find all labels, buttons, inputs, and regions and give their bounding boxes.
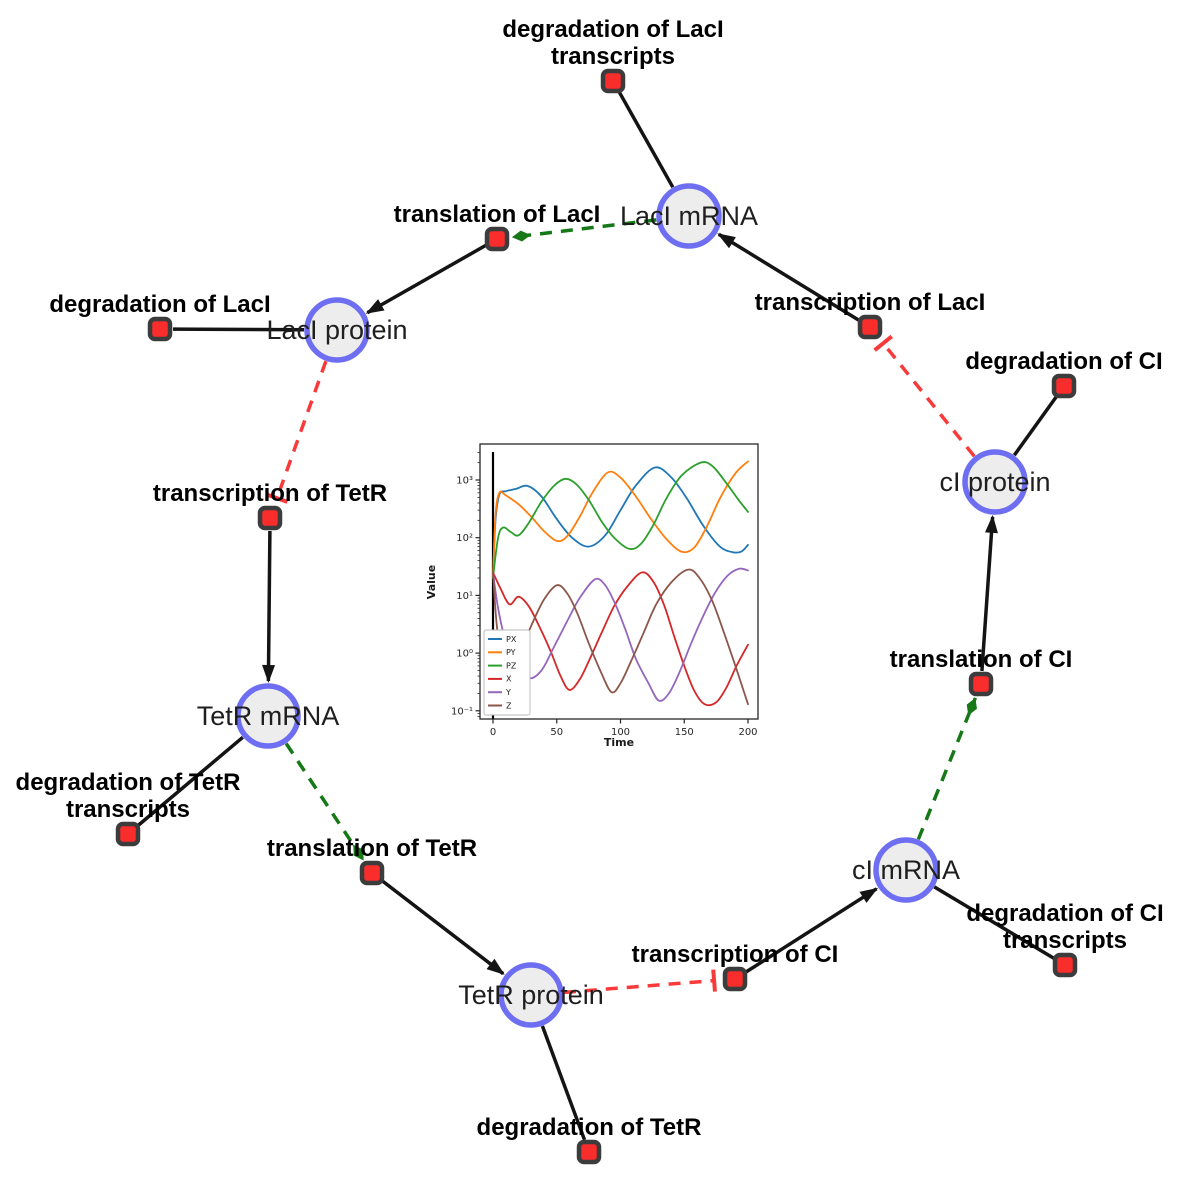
legend-label-y: Y xyxy=(505,688,511,697)
x-tick-label: 50 xyxy=(550,727,563,738)
reaction-label-deg-laci-transcripts-line2: transcripts xyxy=(551,43,675,70)
y-axis-label: Value xyxy=(425,565,438,599)
edge-production-transcription-laci-to-laci-mrna xyxy=(717,232,860,322)
plot-background xyxy=(425,428,775,763)
reaction-label-deg-tetr-transcripts-line2: transcripts xyxy=(66,796,190,823)
x-axis-label: Time xyxy=(604,736,634,749)
edge-production-translation-tetr-to-tetr-protein xyxy=(381,879,505,976)
y-tick-label: 10¹ xyxy=(456,591,473,602)
y-tick-label: 10² xyxy=(456,533,473,544)
reaction-node-transcription-tetr[interactable] xyxy=(257,505,283,531)
edge-modifier-laci-mrna-to-translation-laci xyxy=(511,218,657,242)
edge-production-transcription-ci-to-ci-mrna xyxy=(745,887,879,974)
reaction-node-translation-tetr[interactable] xyxy=(359,860,385,886)
legend-label-pz: PZ xyxy=(506,661,517,670)
reaction-node-deg-laci[interactable] xyxy=(147,316,173,342)
reaction-label-translation-laci: translation of LacI xyxy=(394,201,601,228)
species-node-ci-protein[interactable] xyxy=(962,449,1028,515)
edge-inhibition-tetr-protein-to-transcription-ci xyxy=(563,969,717,995)
reaction-label-deg-tetr: degradation of TetR xyxy=(477,1114,702,1141)
reaction-label-translation-tetr: translation of TetR xyxy=(267,835,477,862)
reaction-label-transcription-tetr: transcription of TetR xyxy=(153,480,387,507)
timeseries-plot: 10⁻¹ 10⁰ 10¹ 10² 10³ 0 50 100 150 200 PX PY PZ XYZ T… xyxy=(425,428,775,763)
reaction-label-transcription-ci: transcription of CI xyxy=(632,941,839,968)
legend-box xyxy=(483,629,531,716)
reaction-label-transcription-laci: transcription of LacI xyxy=(755,289,986,316)
species-label-laci-mrna: LacI mRNA xyxy=(620,201,758,231)
reaction-node-deg-laci-transcripts[interactable] xyxy=(600,68,626,94)
reaction-label-deg-ci-transcripts-line2: transcripts xyxy=(1003,927,1127,954)
legend-label-z: Z xyxy=(506,701,512,710)
species-label-tetr-mrna: TetR mRNA xyxy=(197,701,340,731)
species-node-laci-protein[interactable] xyxy=(304,297,370,363)
reaction-label-deg-ci: degradation of CI xyxy=(965,348,1162,375)
edge-consumption-ci-protein-to-deg-ci xyxy=(1012,395,1058,457)
edge-consumption-laci-protein-to-deg-laci xyxy=(172,327,305,332)
species-node-laci-mrna[interactable] xyxy=(656,183,722,249)
edge-consumption-tetr-protein-to-deg-tetr xyxy=(540,1025,587,1141)
reaction-node-transcription-ci[interactable] xyxy=(722,966,748,992)
edge-consumption-laci-mrna-to-deg-laci-transcripts xyxy=(617,91,675,189)
x-tick-label: 100 xyxy=(611,727,630,738)
reaction-node-deg-tetr[interactable] xyxy=(576,1139,602,1165)
edge-production-translation-laci-to-laci-protein xyxy=(365,243,487,315)
species-label-tetr-protein: TetR protein xyxy=(458,980,604,1010)
reaction-label-translation-ci: translation of CI xyxy=(890,646,1073,673)
plot-axes-box xyxy=(479,443,759,720)
edge-inhibition-ci-protein-to-transcription-laci xyxy=(873,334,976,458)
edge-consumption-ci-mrna-to-deg-ci-transcripts xyxy=(933,885,1055,960)
species-label-ci-protein: cI protein xyxy=(939,467,1050,497)
species-node-tetr-mrna[interactable] xyxy=(235,683,301,749)
y-tick-label: 10⁰ xyxy=(456,649,473,660)
reaction-node-deg-tetr-transcripts[interactable] xyxy=(115,821,141,847)
series-curve-pz xyxy=(492,461,749,579)
edge-modifier-tetr-mrna-to-translation-tetr xyxy=(284,742,366,862)
legend-label-x: X xyxy=(506,675,512,684)
species-label-ci-mrna: cI mRNA xyxy=(852,855,960,885)
y-tick-label: 10⁻¹ xyxy=(451,706,473,717)
edge-consumption-tetr-mrna-to-deg-tetr-transcripts xyxy=(136,735,244,827)
edge-production-translation-ci-to-ci-protein xyxy=(980,514,998,672)
x-tick-label: 150 xyxy=(675,727,694,738)
y-tick-label: 10³ xyxy=(456,476,473,487)
series-curve-py xyxy=(492,460,749,579)
species-node-ci-mrna[interactable] xyxy=(873,837,939,903)
reaction-label-deg-laci-transcripts-line1: degradation of LacI xyxy=(502,16,723,43)
series-curve-px xyxy=(492,466,749,579)
reaction-node-deg-ci-transcripts[interactable] xyxy=(1052,952,1078,978)
x-tick-label: 200 xyxy=(738,727,757,738)
reaction-label-deg-tetr-transcripts-line1: degradation of TetR xyxy=(16,769,241,796)
legend-label-py: PY xyxy=(506,648,516,657)
reaction-node-transcription-laci[interactable] xyxy=(857,314,883,340)
reaction-node-translation-ci[interactable] xyxy=(968,671,994,697)
x-tick-label: 0 xyxy=(490,727,496,738)
reaction-node-deg-ci[interactable] xyxy=(1051,373,1077,399)
edge-production-transcription-tetr-to-tetr-mrna xyxy=(262,530,276,683)
reaction-node-translation-laci[interactable] xyxy=(484,226,510,252)
legend-label-px: PX xyxy=(506,635,517,644)
series-curve-x xyxy=(492,571,749,707)
species-node-tetr-protein[interactable] xyxy=(498,962,564,1028)
species-label-laci-protein: LacI protein xyxy=(266,315,407,345)
reaction-label-deg-ci-transcripts-line1: degradation of CI xyxy=(966,900,1163,927)
edge-inhibition-laci-protein-to-transcription-tetr xyxy=(265,360,328,504)
reaction-label-deg-laci: degradation of LacI xyxy=(49,291,270,318)
edge-modifier-ci-mrna-to-translation-ci xyxy=(916,697,978,841)
